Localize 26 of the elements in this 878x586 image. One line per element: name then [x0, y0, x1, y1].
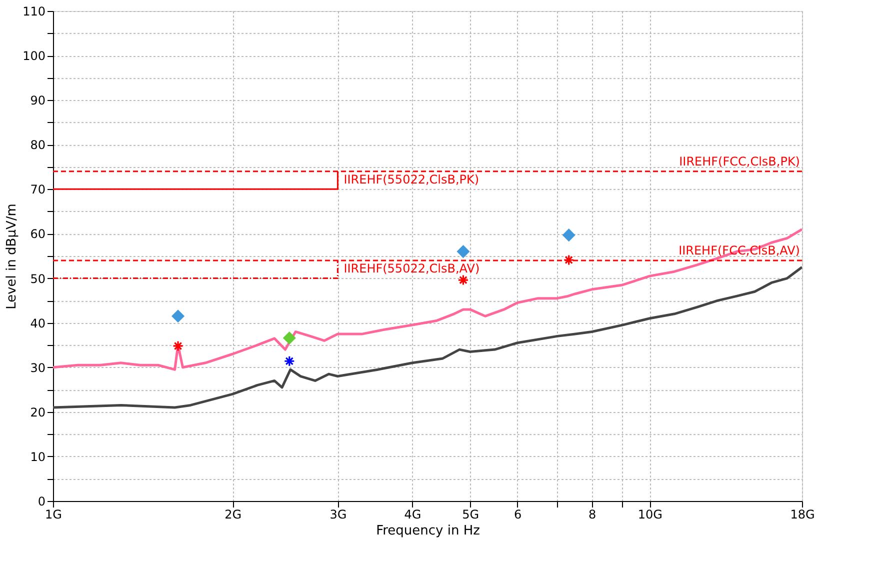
x-tick-label: 6: [514, 508, 522, 522]
y-tick-label: 20: [30, 405, 46, 420]
y-tick-label: 70: [30, 182, 46, 197]
series-label: IIREHF(FCC,ClsB,PK): [679, 154, 800, 168]
x-axis-title: Frequency in Hz: [376, 524, 480, 538]
x-tick-label: 18G: [790, 508, 815, 522]
y-tick-label: 30: [30, 360, 46, 375]
x-tick-label: 4G: [404, 508, 422, 522]
x-tick-label: 1G: [45, 508, 62, 522]
x-tick-label: 2G: [224, 508, 242, 522]
series-label: IIREHF(55022,ClsB,PK): [344, 172, 480, 186]
y-tick-label: 40: [30, 316, 46, 330]
y-axis-title: Level in dBµV/m: [4, 204, 20, 310]
x-tick-label: 3G: [330, 508, 347, 522]
y-tick-label: 0: [38, 494, 46, 508]
y-tick-label: 90: [30, 94, 46, 108]
y-tick-label: 100: [22, 49, 46, 64]
y-tick-label: 10: [30, 450, 46, 464]
y-tick-label: 80: [30, 138, 46, 152]
x-tick-label: 5G: [462, 508, 480, 522]
series-label: IIREHF(55022,ClsB,AV): [344, 261, 480, 276]
x-tick-label: 8: [588, 508, 596, 522]
x-tick-label: 10G: [638, 508, 662, 522]
y-tick-label: 110: [22, 4, 46, 18]
y-tick-label: 50: [30, 272, 46, 286]
y-tick-label: 60: [30, 227, 46, 242]
